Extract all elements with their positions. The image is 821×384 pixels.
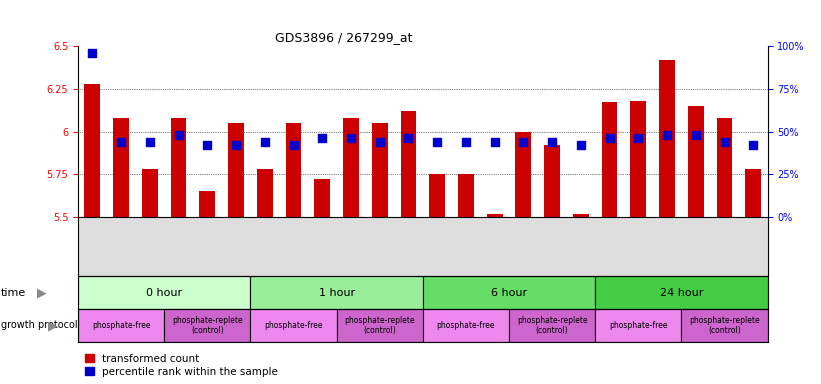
Point: [718, 139, 732, 145]
Bar: [372, 123, 388, 217]
Bar: [171, 118, 186, 217]
Bar: [401, 111, 416, 217]
Point: [545, 139, 558, 145]
Bar: [509, 309, 595, 342]
Bar: [78, 276, 250, 309]
Point: [144, 139, 157, 145]
Text: 1 hour: 1 hour: [319, 288, 355, 298]
Point: [172, 132, 186, 138]
Bar: [257, 169, 273, 217]
Point: [747, 142, 760, 148]
Bar: [487, 214, 502, 217]
Point: [201, 142, 214, 148]
Text: GDS3896 / 267299_at: GDS3896 / 267299_at: [275, 31, 412, 44]
Point: [258, 139, 271, 145]
Point: [431, 139, 444, 145]
Bar: [314, 179, 330, 217]
Bar: [659, 60, 675, 217]
Point: [86, 50, 99, 56]
Bar: [631, 101, 646, 217]
Point: [575, 142, 588, 148]
Text: phosphate-replete
(control): phosphate-replete (control): [516, 316, 588, 335]
Bar: [286, 123, 301, 217]
Bar: [343, 118, 359, 217]
Bar: [423, 276, 595, 309]
Point: [373, 139, 387, 145]
Text: ▶: ▶: [37, 286, 47, 299]
Point: [230, 142, 243, 148]
Bar: [681, 309, 768, 342]
Bar: [458, 174, 474, 217]
Text: 24 hour: 24 hour: [660, 288, 703, 298]
Bar: [423, 309, 509, 342]
Point: [345, 135, 358, 141]
Point: [603, 135, 616, 141]
Bar: [717, 118, 732, 217]
Bar: [337, 309, 423, 342]
Point: [115, 139, 128, 145]
Point: [488, 139, 501, 145]
Bar: [544, 145, 560, 217]
Point: [316, 135, 329, 141]
Bar: [595, 309, 681, 342]
Bar: [573, 214, 589, 217]
Text: phosphate-replete
(control): phosphate-replete (control): [172, 316, 243, 335]
Bar: [142, 169, 158, 217]
Text: 6 hour: 6 hour: [491, 288, 527, 298]
Bar: [228, 123, 244, 217]
Text: growth protocol: growth protocol: [1, 320, 77, 331]
Text: 0 hour: 0 hour: [146, 288, 182, 298]
Bar: [250, 309, 337, 342]
Bar: [85, 84, 100, 217]
Bar: [745, 169, 761, 217]
Bar: [164, 309, 250, 342]
Bar: [113, 118, 129, 217]
Bar: [78, 309, 164, 342]
Bar: [688, 106, 704, 217]
Point: [287, 142, 300, 148]
Text: phosphate-replete
(control): phosphate-replete (control): [689, 316, 760, 335]
Bar: [429, 174, 445, 217]
Bar: [595, 276, 768, 309]
Bar: [516, 131, 531, 217]
Text: phosphate-free: phosphate-free: [92, 321, 150, 330]
Bar: [200, 191, 215, 217]
Bar: [250, 276, 423, 309]
Point: [402, 135, 415, 141]
Text: phosphate-replete
(control): phosphate-replete (control): [344, 316, 415, 335]
Text: phosphate-free: phosphate-free: [437, 321, 495, 330]
Text: phosphate-free: phosphate-free: [264, 321, 323, 330]
Text: time: time: [1, 288, 26, 298]
Point: [661, 132, 674, 138]
Legend: transformed count, percentile rank within the sample: transformed count, percentile rank withi…: [83, 351, 280, 379]
Point: [517, 139, 530, 145]
Bar: [602, 103, 617, 217]
Point: [460, 139, 473, 145]
Point: [632, 135, 645, 141]
Text: phosphate-free: phosphate-free: [609, 321, 667, 330]
Point: [690, 132, 703, 138]
Text: ▶: ▶: [48, 319, 57, 332]
